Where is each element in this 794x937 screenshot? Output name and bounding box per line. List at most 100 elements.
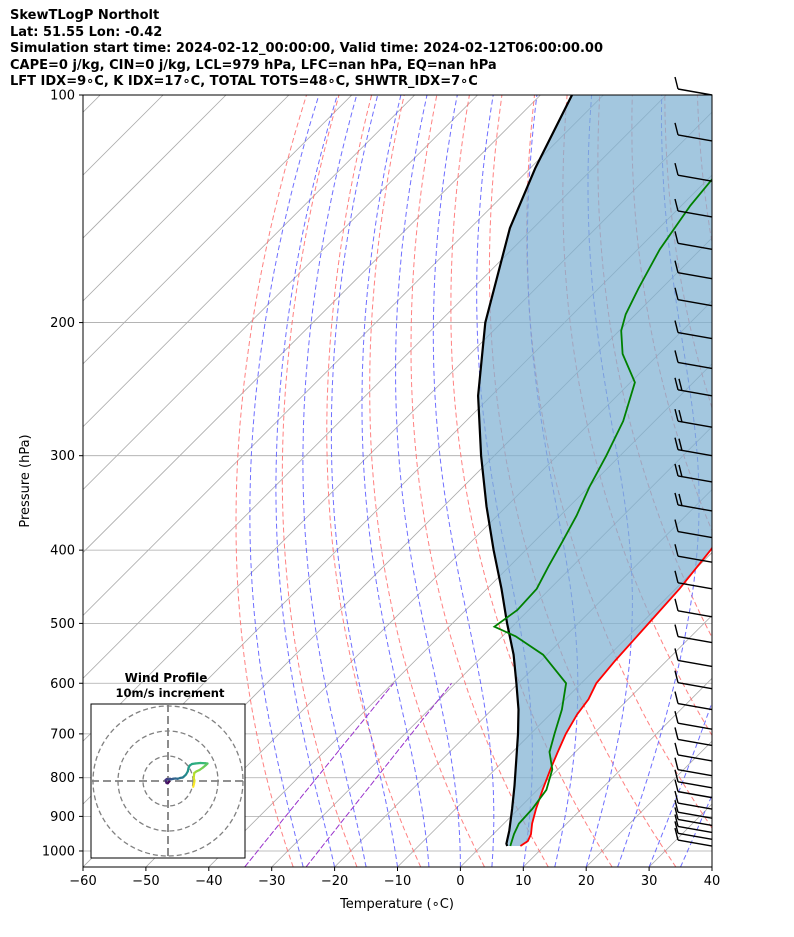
x-tick-label: −30 [258, 874, 285, 889]
wind-barb [677, 449, 713, 457]
stability-indices: LFT IDX=9∘C, K IDX=17∘C, TOTAL TOTS=48∘C… [10, 74, 478, 89]
isotherm-line [460, 614, 712, 867]
station-coordinates: Lat: 51.55 Lon: -0.42 [10, 24, 163, 40]
wind-barb [674, 800, 679, 813]
wind-barb [674, 814, 679, 827]
stability-parameters: CAPE=0 j/kg, CIN=0 j/kg, LCL=979 hPa, LF… [10, 57, 497, 73]
station-title: SkewTLogP Northolt [10, 8, 160, 23]
temperature-line [519, 546, 712, 847]
parcel-shading [478, 95, 712, 846]
wind-barb [677, 722, 713, 730]
dry-adiabat-line [488, 95, 677, 867]
y-tick-label: 100 [50, 89, 75, 104]
wind-barb [674, 624, 679, 637]
isotherm-line [711, 866, 712, 867]
x-tick-label: 30 [641, 874, 658, 889]
chart-header: SkewTLogP Northolt Lat: 51.55 Lon: -0.42… [10, 8, 603, 91]
wind-barb [677, 825, 713, 834]
hodograph-subtitle: 10m/s increment [116, 686, 225, 700]
wind-barb [677, 504, 713, 512]
wind-barb [677, 839, 713, 847]
isotherm-line [83, 95, 227, 239]
wind-barb [677, 610, 713, 618]
x-tick-label: −10 [384, 874, 411, 889]
moist-adiabat-line [744, 95, 794, 867]
moist-adiabat-line [302, 95, 367, 867]
dry-adiabat-line [410, 95, 549, 867]
x-tick-label: 0 [456, 874, 464, 889]
wind-barb [674, 821, 679, 834]
wind-barb [678, 493, 683, 507]
moist-adiabat-line [395, 95, 461, 867]
hodograph-inset: Wind Profile 10m/s increment [90, 671, 246, 859]
moist-adiabat-line [330, 95, 398, 867]
wind-barb [677, 361, 713, 370]
mixing-ratio-lines [244, 682, 452, 867]
y-tick-label: 300 [50, 449, 75, 464]
wind-barb [677, 174, 713, 182]
wind-barb [674, 287, 679, 300]
y-tick-label: 700 [50, 727, 75, 742]
moist-adiabat-line [680, 794, 712, 867]
isotherm-line [334, 489, 712, 867]
wind-barb [678, 438, 683, 451]
wind-barb [674, 570, 679, 583]
x-tick-label: 10 [515, 874, 532, 889]
wind-barb [674, 757, 679, 770]
wind-barb [674, 769, 679, 782]
x-tick-label: 40 [704, 874, 721, 889]
wind-barb [674, 198, 679, 212]
hodograph-segment [192, 782, 196, 788]
mixing-ratio-line [244, 682, 394, 867]
wind-barb [674, 790, 679, 804]
wind-barb [677, 682, 713, 690]
x-tick-label: −60 [69, 874, 96, 889]
mixing-ratio-line [305, 682, 452, 867]
hodograph-title: Wind Profile [125, 671, 208, 685]
moist-adiabat-line [648, 701, 712, 867]
moist-adiabat-line [275, 95, 338, 867]
dry-adiabat-line [730, 95, 794, 867]
dry-adiabat-line [281, 95, 358, 867]
wind-barb [674, 437, 679, 450]
wind-barb [674, 710, 679, 724]
y-tick-label: 500 [50, 617, 75, 632]
wind-barb [674, 260, 679, 273]
isotherm-line [83, 95, 415, 428]
moist-adiabat-line [711, 865, 712, 867]
wind-barb [674, 492, 679, 506]
wind-barb [674, 807, 679, 820]
wind-barb [677, 659, 713, 668]
wind-barb [674, 742, 679, 756]
dry-adiabat-line [763, 95, 794, 867]
moist-adiabat-line [361, 95, 430, 867]
x-tick-label: −20 [321, 874, 348, 889]
wind-barb [674, 691, 679, 704]
wind-barb [674, 350, 679, 363]
wind-barb [674, 648, 679, 661]
wind-barb [677, 702, 713, 711]
isotherm-line [83, 95, 541, 554]
wind-barb [677, 802, 713, 810]
wind-barb [677, 242, 713, 251]
wind-barb [677, 832, 713, 840]
wind-barb [674, 598, 679, 611]
dry-adiabat-line [235, 95, 307, 867]
wind-barb [677, 272, 713, 280]
wind-barb [677, 299, 713, 307]
isotherm-line [83, 95, 604, 616]
wind-barb [677, 754, 713, 762]
wind-barb [677, 811, 713, 819]
axes: −60 −50 −40 −30 −20 −10 0 10 20 30 40 100 200 300 400 5… [42, 89, 720, 890]
wind-barb [674, 320, 679, 333]
simulation-times: Simulation start time: 2024-02-12_00:00:… [10, 41, 603, 56]
wind-barb [677, 818, 713, 827]
y-tick-label: 1000 [42, 844, 75, 859]
wind-barb [677, 781, 713, 789]
wind-barb [677, 738, 713, 747]
wind-barb [674, 827, 679, 841]
wind-barb [674, 463, 679, 477]
y-tick-label: 400 [50, 544, 75, 559]
wind-barb [674, 544, 679, 557]
wind-barb [677, 331, 713, 340]
